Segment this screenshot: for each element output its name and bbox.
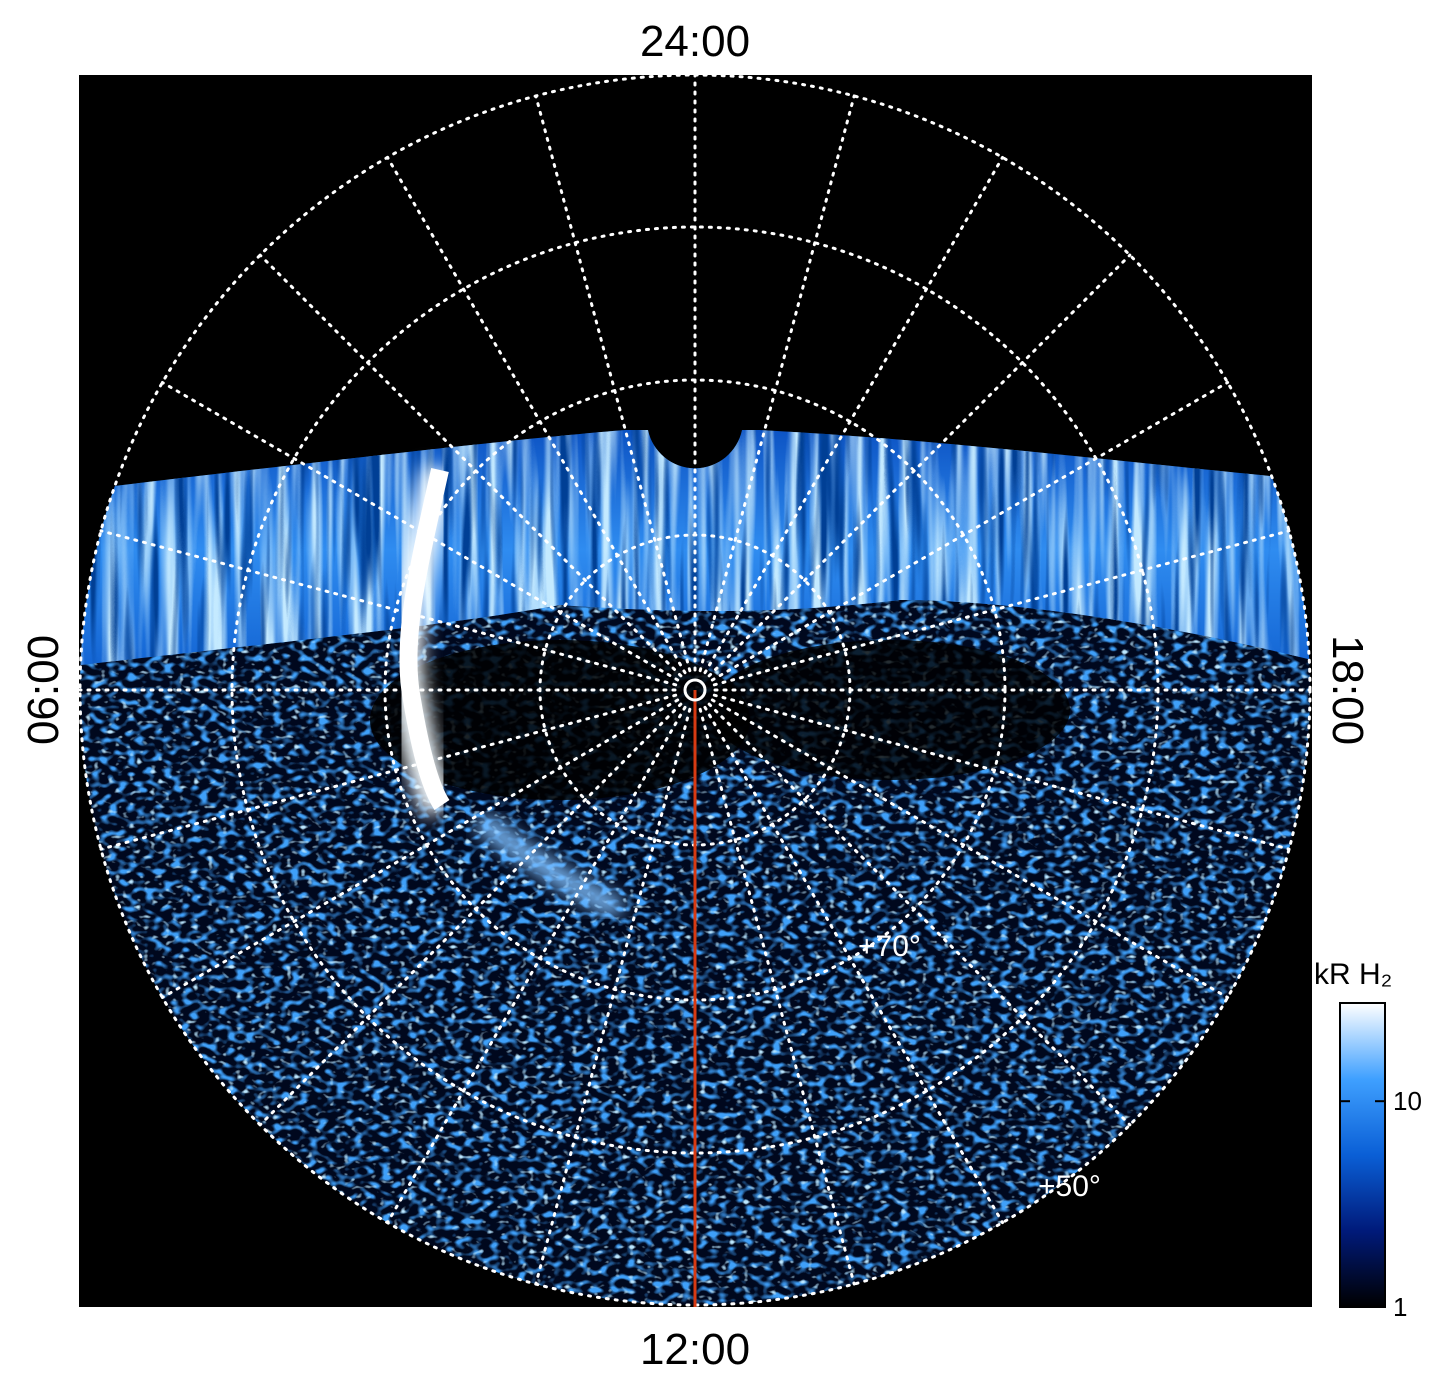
lt-label-top: 24:00 (640, 17, 750, 66)
meridian (160, 698, 680, 999)
faint-arc (473, 812, 625, 919)
meridian (386, 155, 687, 675)
meridian (703, 705, 1004, 1225)
meridian (712, 693, 1291, 851)
lt-label-right: 18:00 (1323, 635, 1372, 745)
meridian (99, 529, 678, 687)
meridian (534, 707, 692, 1286)
colorbar-tick-label: 1 (1393, 1292, 1407, 1322)
colorbar-title: kR H₂ (1314, 958, 1392, 991)
lt-label-left: 06:00 (19, 635, 68, 745)
meridian (99, 693, 678, 851)
lt-label-bottom: 12:00 (640, 1325, 750, 1374)
meridian (710, 381, 1230, 682)
meridian (698, 707, 856, 1286)
meridian (707, 253, 1132, 678)
bright-arc-core (399, 468, 450, 810)
meridian (707, 702, 1132, 1127)
meridian (258, 702, 683, 1127)
meridian (258, 253, 683, 678)
dark-patch (710, 640, 1070, 780)
meridian (386, 705, 687, 1225)
meridian (160, 381, 680, 682)
meridian (698, 94, 856, 673)
meridian (712, 529, 1291, 687)
lat-label: +70° (858, 930, 921, 963)
colorbar-tick-label: 10 (1393, 1086, 1422, 1116)
colorbar (1339, 1002, 1386, 1308)
meridian (710, 698, 1230, 999)
pole-marker (683, 678, 707, 702)
meridian (534, 94, 692, 673)
meridian (703, 155, 1004, 675)
colorbar-ticks: 1 10 (1340, 1086, 1422, 1322)
lat-label: +50° (1038, 1170, 1101, 1203)
